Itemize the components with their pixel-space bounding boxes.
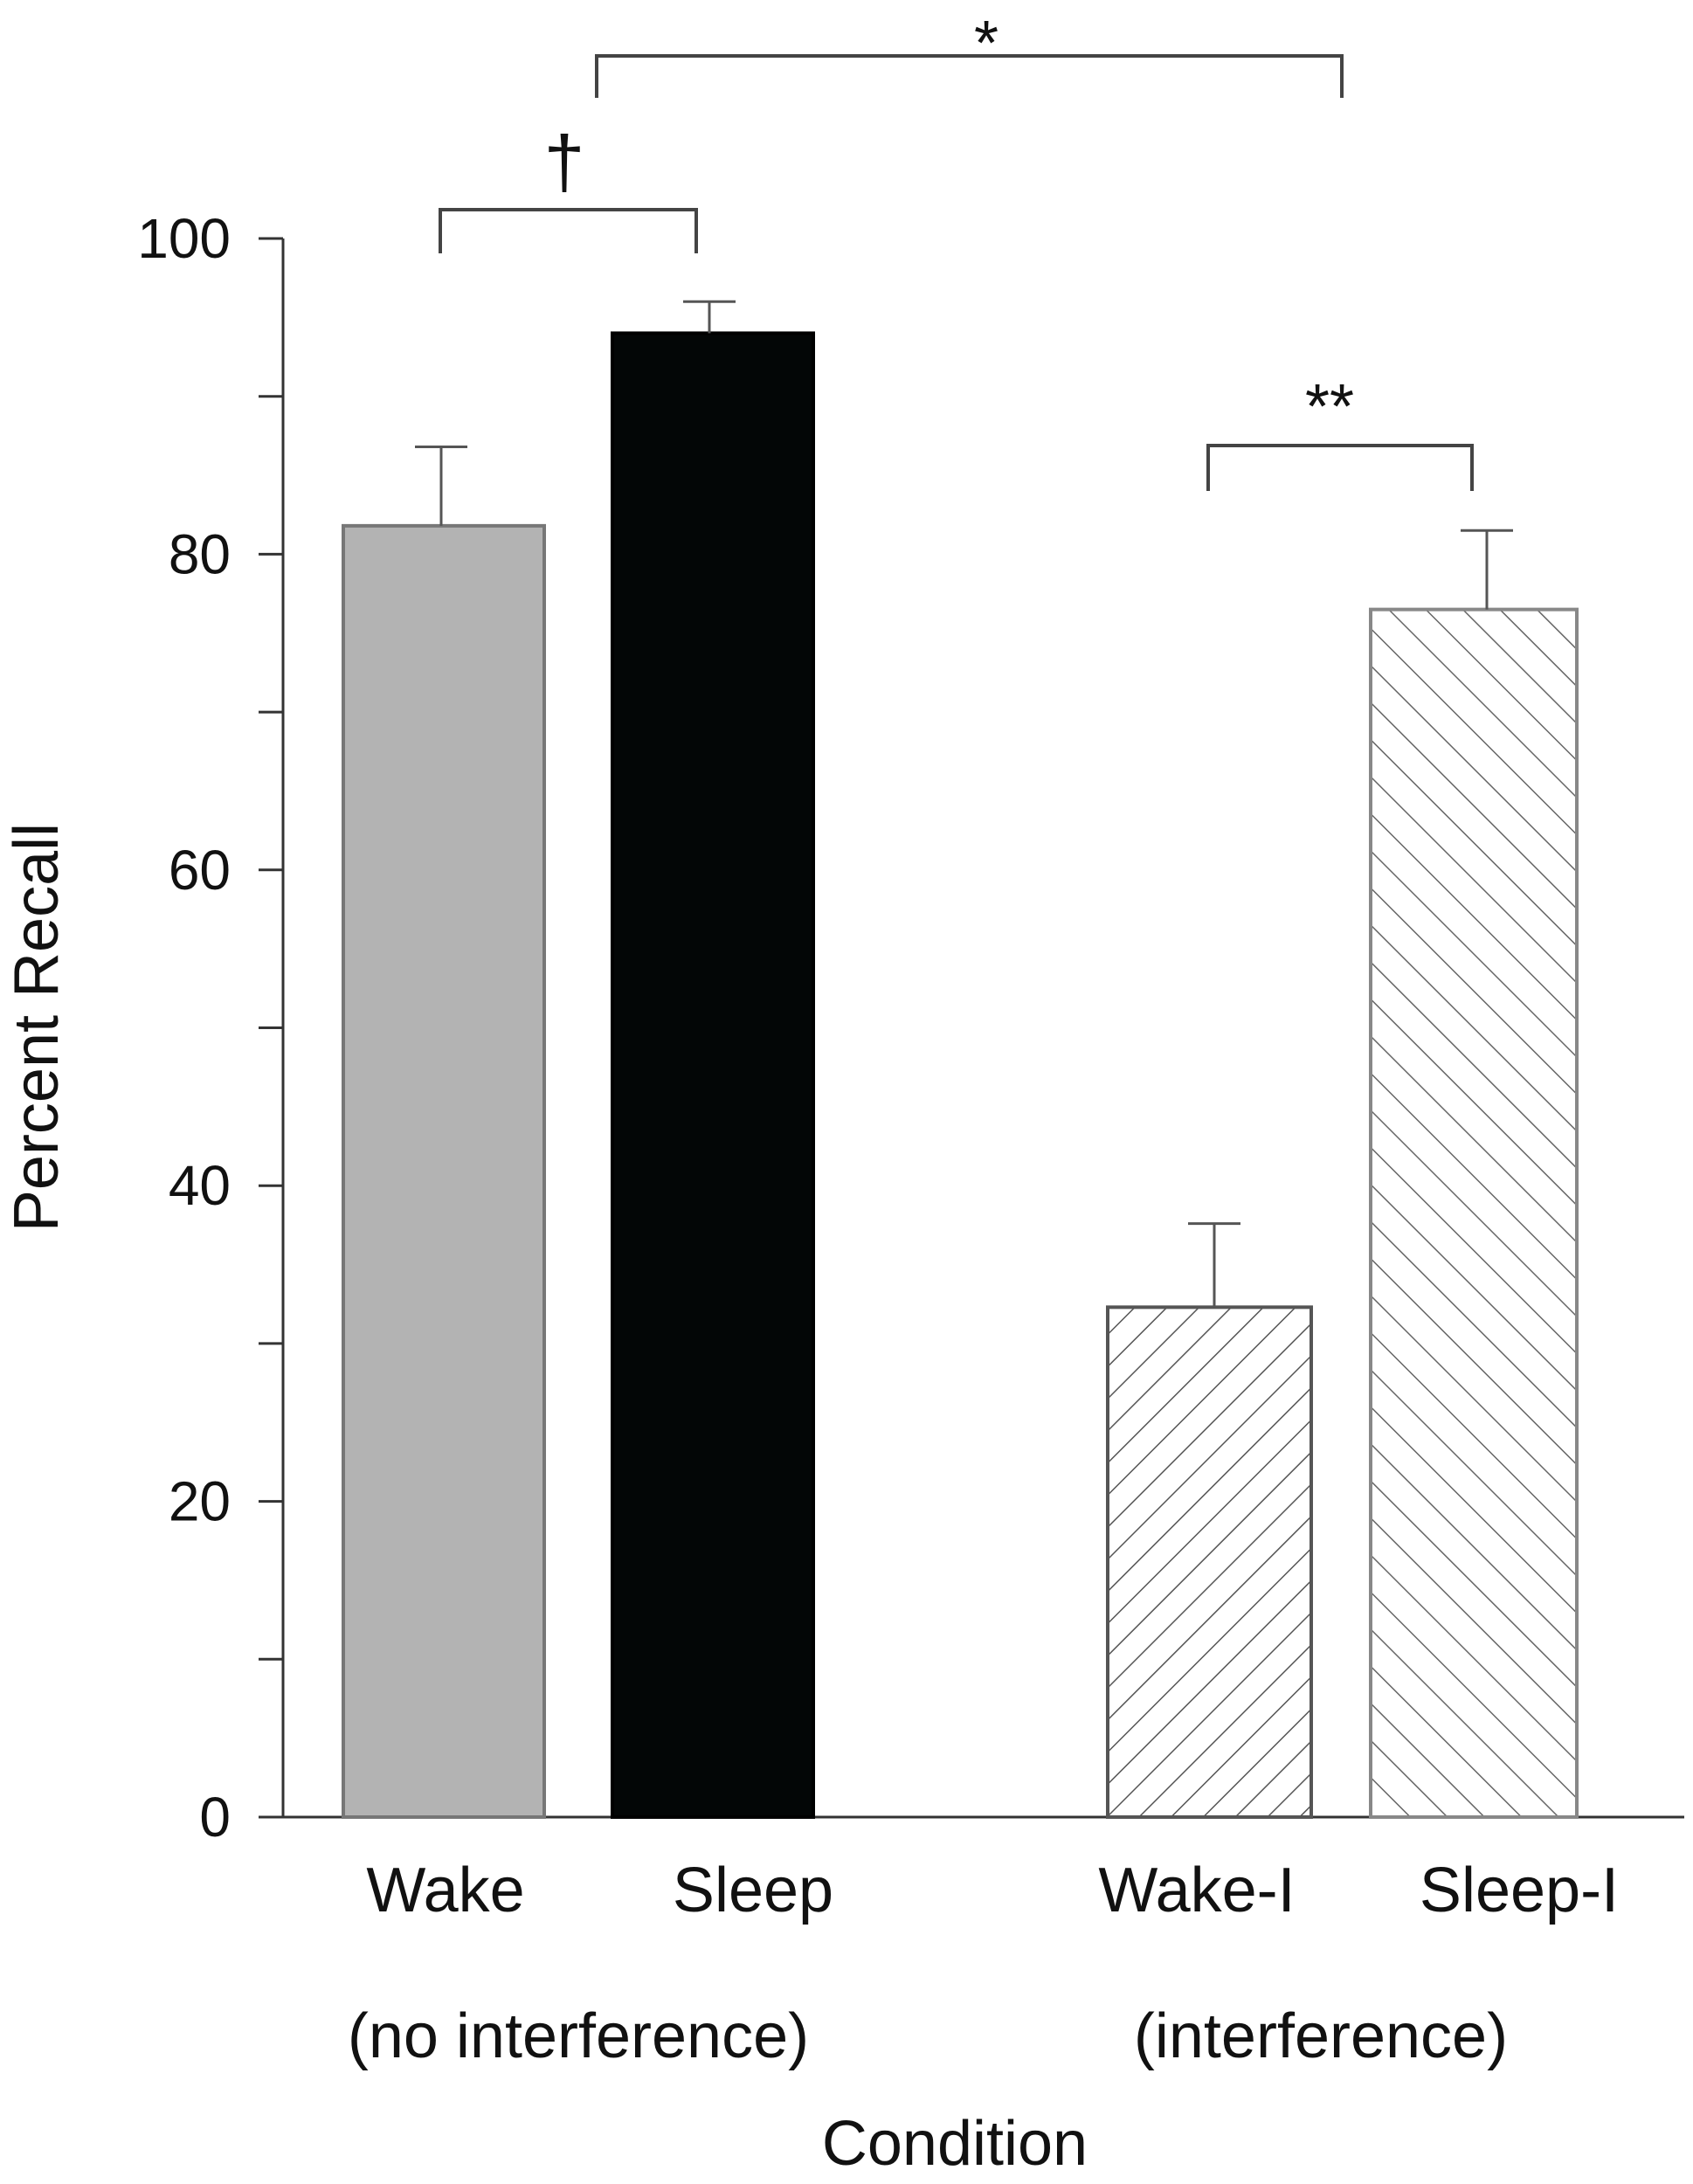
bar-sleep [611, 331, 815, 1819]
x-tick-label: Sleep-I [1420, 1856, 1619, 1925]
y-tick-label: 40 [169, 1154, 231, 1217]
x-tick-label: Wake-I [1098, 1856, 1295, 1925]
y-tick-label: 100 [137, 207, 231, 270]
y-axis-title: Percent Recall [2, 823, 72, 1232]
bar-sleep-i [1369, 607, 1579, 1819]
significance-bracket [439, 208, 698, 253]
significance-marker: * [974, 9, 999, 79]
group-label: (no interference) [348, 2001, 809, 2071]
significance-bracket [1206, 444, 1474, 491]
group-label: (interference) [1134, 2001, 1508, 2071]
bar-wake-i [1106, 1305, 1313, 1819]
bar-wake [342, 523, 546, 1819]
y-tick-label: 60 [169, 839, 231, 902]
y-tick-label: 20 [169, 1470, 231, 1533]
y-tick-label: 80 [169, 522, 231, 585]
x-tick-label: Sleep [673, 1856, 833, 1925]
significance-marker: ** [1305, 372, 1354, 442]
significance-marker: † [544, 121, 585, 203]
x-tick-label: Wake [366, 1856, 524, 1925]
significance-bracket [595, 54, 1344, 98]
x-axis-title: Condition [822, 2109, 1088, 2179]
y-tick-label: 0 [199, 1786, 231, 1849]
